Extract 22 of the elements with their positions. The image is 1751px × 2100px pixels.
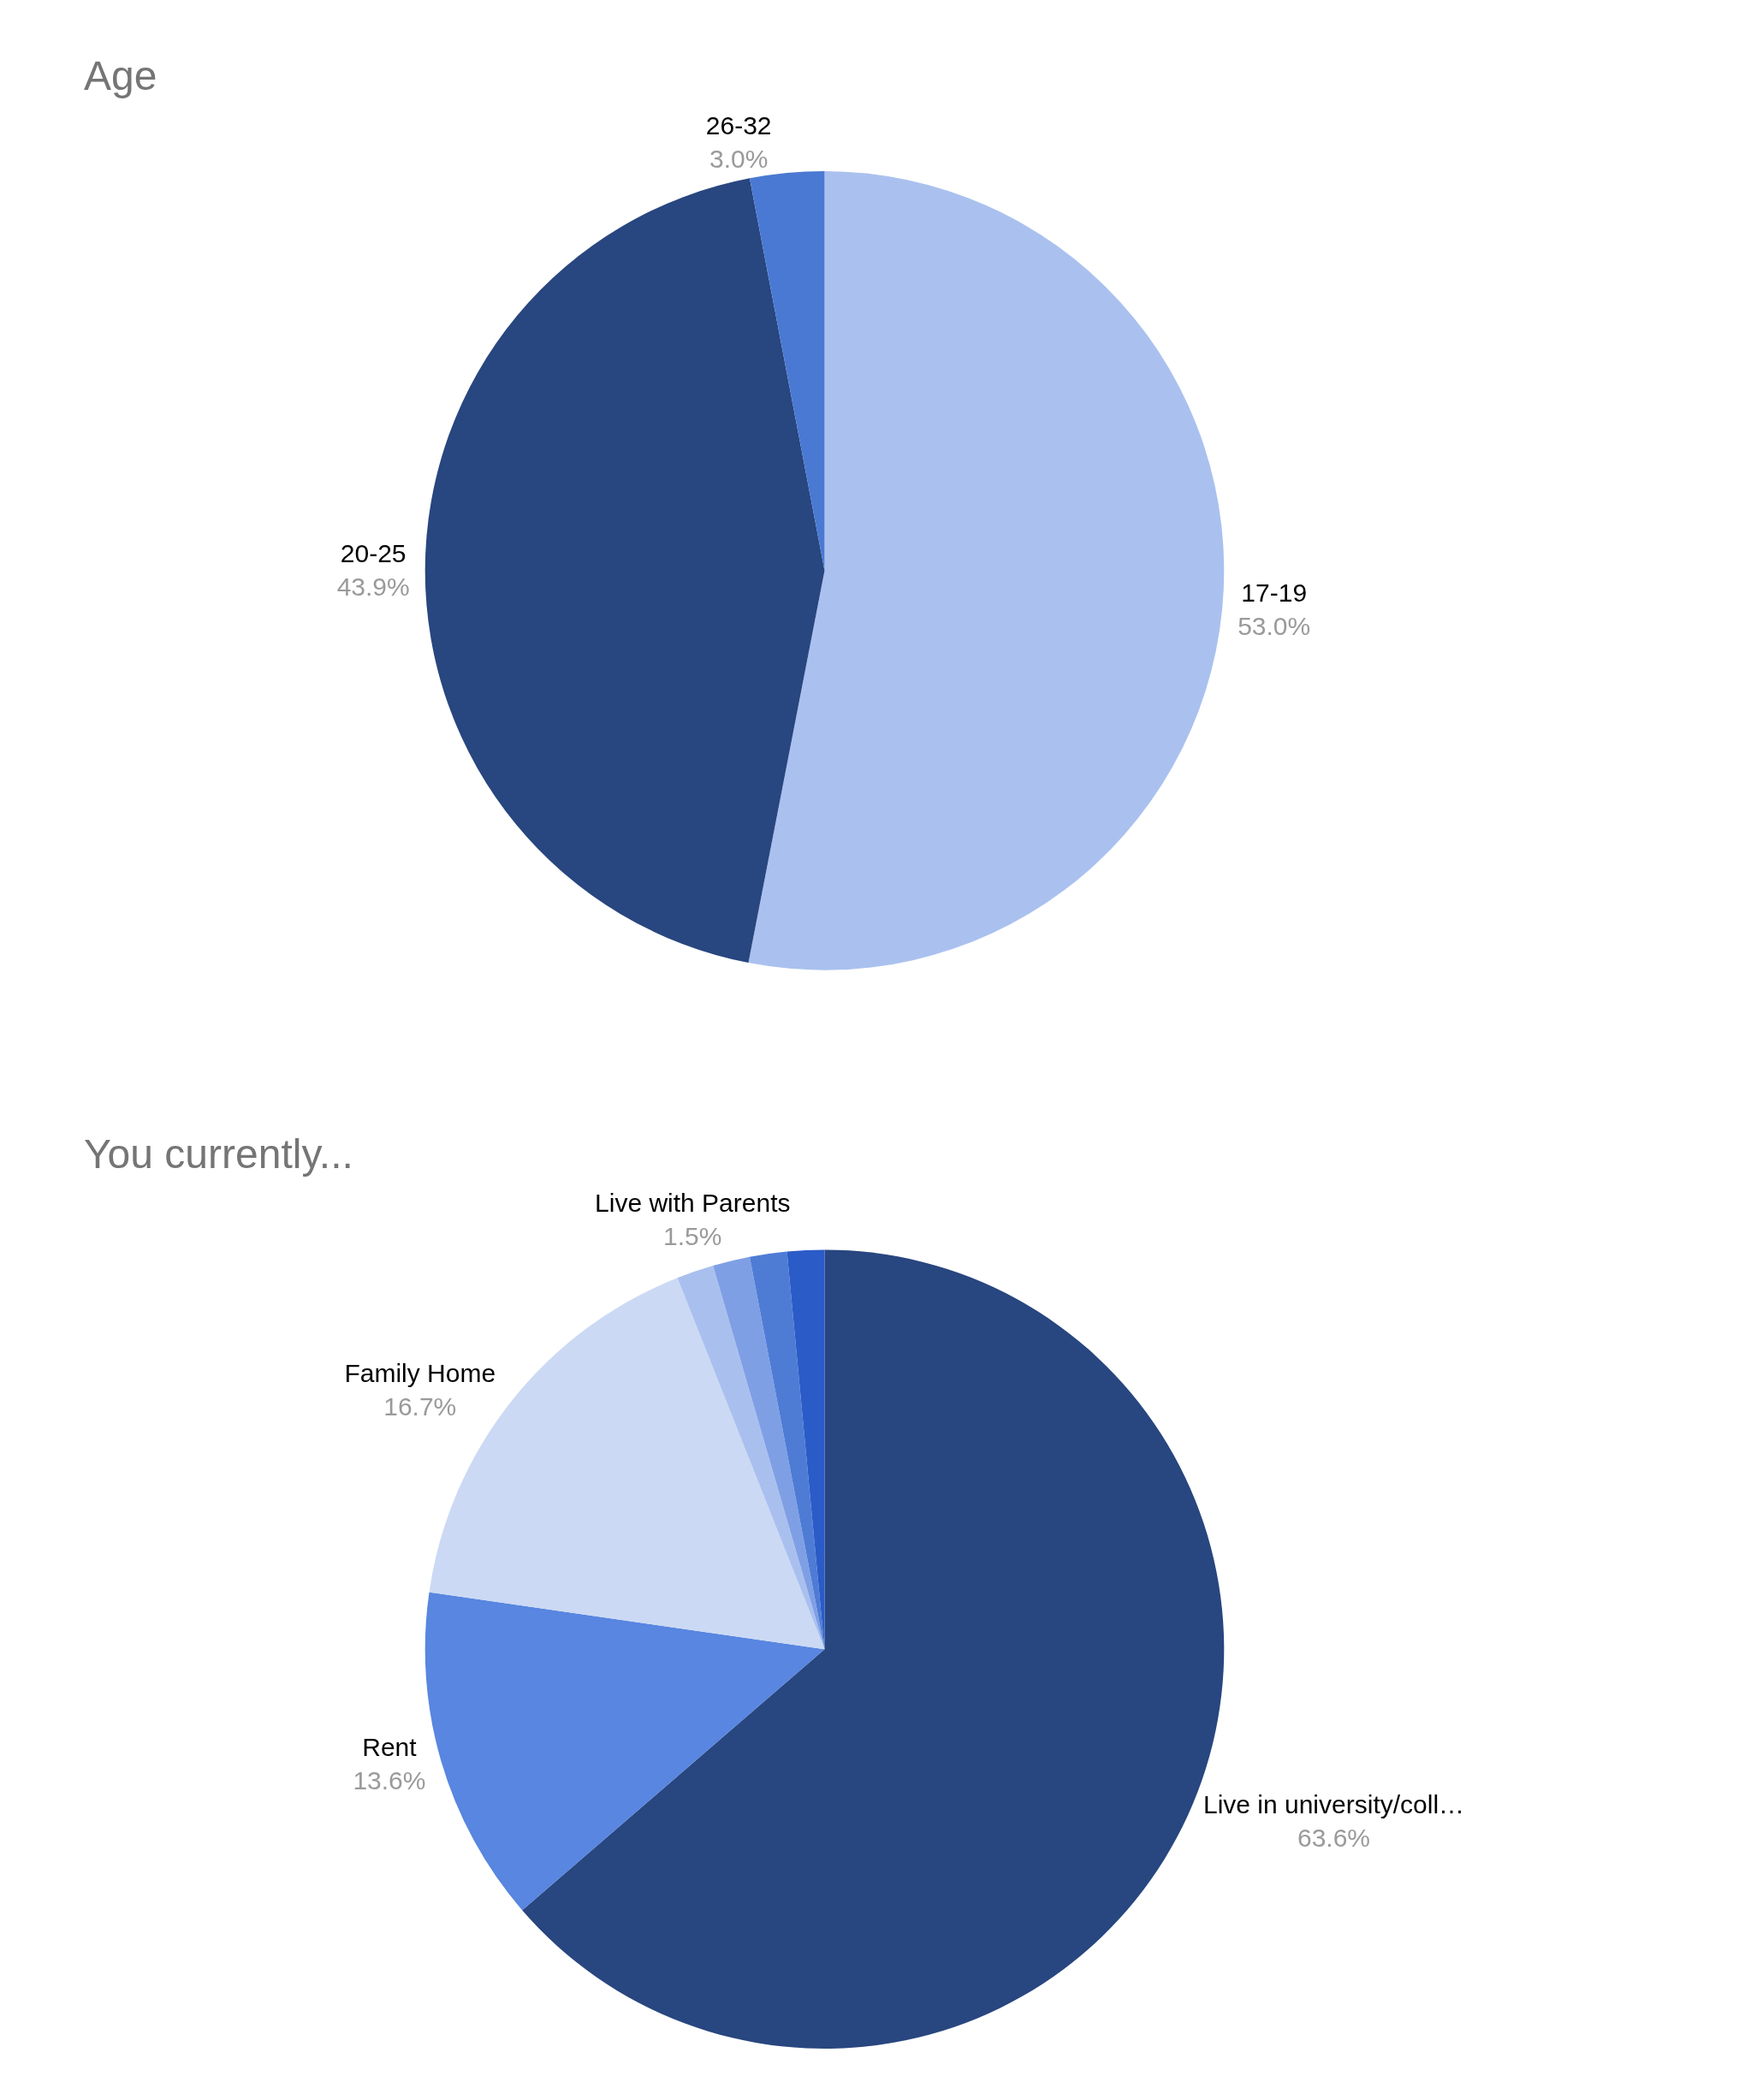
pie-slice [424,1592,825,1911]
slice-label: 20-25 [340,539,407,568]
data-label: 63.6% [1297,1823,1371,1852]
pie-slice [748,171,1225,970]
slice-label: 17-19 [1241,578,1308,607]
slice-label: Live with Parents [595,1189,791,1217]
pie-slice [424,178,825,964]
chart-title: Age [84,53,157,98]
slice-label: Rent [362,1733,418,1762]
data-label: 43.9% [336,572,410,602]
data-label: 1.5% [663,1222,722,1250]
pie-slice [749,171,825,571]
data-label: 53.0% [1238,611,1311,640]
slice-label: 26-32 [705,111,772,140]
chart-title: You currently... [84,1131,353,1177]
data-label: 3.0% [709,145,769,174]
pie-slice [786,1249,825,1650]
slice-label: Family Home [344,1359,496,1388]
data-label: 13.6% [353,1766,426,1795]
slice-label: Live in university/coll… [1202,1789,1465,1818]
pie-slice [677,1265,825,1650]
data-label: 16.7% [383,1392,457,1421]
